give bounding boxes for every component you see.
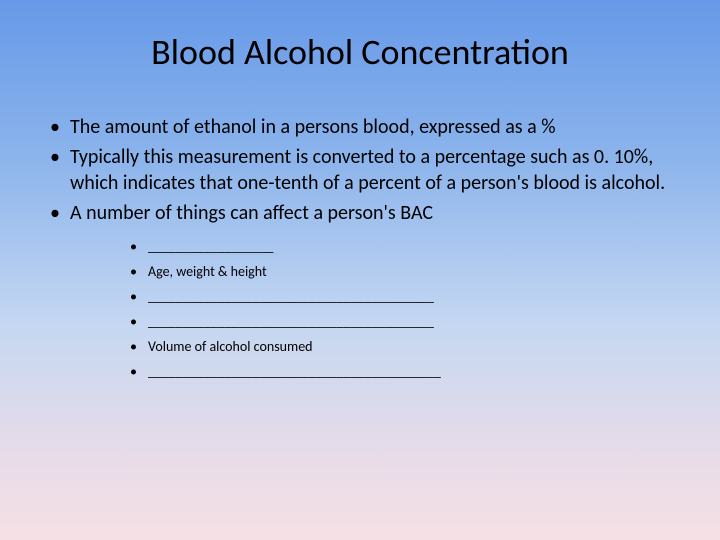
bullet-item: Typically this measurement is converted …: [50, 144, 700, 196]
bullet-text: A number of things can affect a person's…: [70, 201, 433, 225]
slide-container: Blood Alcohol Concentration The amount o…: [0, 0, 720, 540]
slide-title: Blood Alcohol Concentration: [20, 30, 700, 74]
bullet-item: A number of things can affect a person's…: [50, 200, 700, 382]
sub-bullet-item: Volume of alcohol consumed: [130, 336, 700, 357]
sub-bullet-item: ________________________________________…: [130, 286, 700, 307]
sub-bullet-item: Age, weight & height: [130, 261, 700, 282]
bullet-item: The amount of ethanol in a persons blood…: [50, 114, 700, 140]
sub-bullet-item: __________________: [130, 236, 700, 257]
sub-bullet-list: __________________ Age, weight & height …: [70, 236, 700, 382]
sub-bullet-item: ________________________________________…: [130, 361, 700, 382]
main-bullet-list: The amount of ethanol in a persons blood…: [20, 114, 700, 382]
sub-bullet-item: ________________________________________…: [130, 311, 700, 332]
